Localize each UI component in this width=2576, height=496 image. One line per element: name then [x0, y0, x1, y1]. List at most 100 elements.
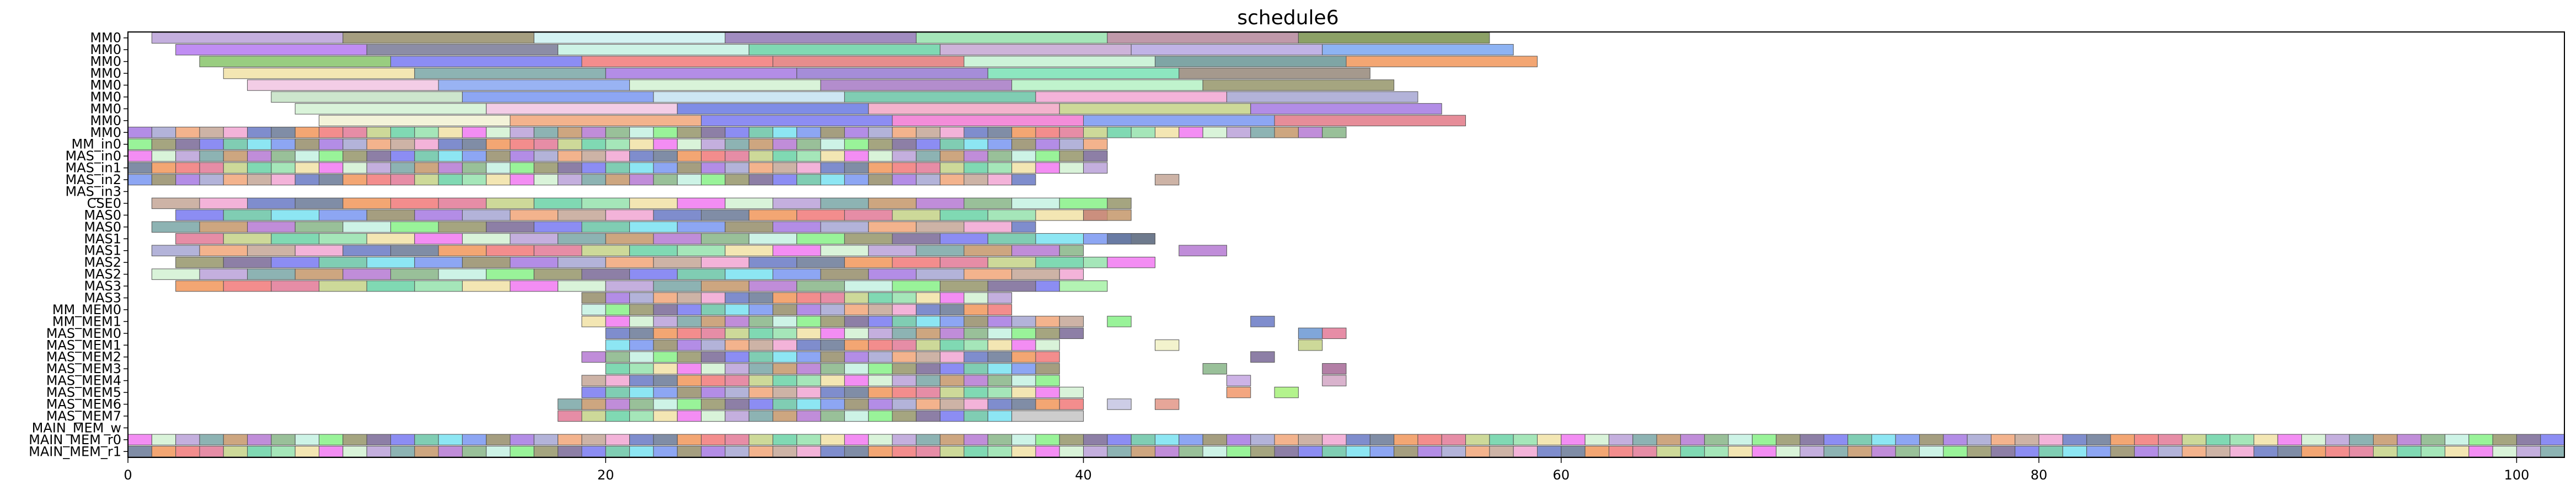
gantt-bar — [581, 268, 630, 280]
gantt-bar — [1011, 316, 1036, 327]
gantt-bar — [462, 233, 511, 245]
gantt-bar — [1059, 127, 1084, 138]
gantt-bar — [558, 280, 606, 292]
gantt-bar — [247, 268, 296, 280]
gantt-bar — [199, 245, 248, 256]
gantt-bar — [629, 351, 654, 363]
gantt-bar — [987, 410, 1013, 422]
gantt-bar — [1083, 162, 1108, 174]
gantt-bar — [987, 292, 1013, 304]
gantt-bar — [940, 162, 965, 174]
y-tick-label: MAS1 — [84, 243, 121, 258]
gantt-bar — [1776, 434, 1801, 446]
gantt-bar — [653, 174, 678, 186]
gantt-bar — [653, 292, 678, 304]
gantt-bar — [963, 304, 988, 316]
gantt-bar — [342, 150, 367, 162]
gantt-bar — [1919, 434, 1944, 446]
gantt-bar — [629, 446, 654, 457]
gantt-bar — [1154, 398, 1180, 410]
gantt-bar — [1656, 446, 1681, 457]
gantt-bar — [558, 138, 582, 150]
gantt-bar — [414, 209, 463, 221]
gantt-bar — [772, 150, 797, 162]
y-tick-label: MM0 — [90, 101, 121, 116]
gantt-bar — [486, 446, 511, 457]
gantt-bar — [748, 256, 797, 268]
gantt-bar — [892, 174, 917, 186]
gantt-bar — [892, 304, 917, 316]
gantt-bar — [940, 138, 965, 150]
gantt-bar — [1322, 434, 1347, 446]
gantt-bar — [1011, 434, 1036, 446]
gantt-bar — [725, 268, 773, 280]
gantt-bar — [558, 127, 582, 138]
gantt-bar — [271, 280, 320, 292]
gantt-bar — [438, 138, 463, 150]
gantt-bar — [653, 339, 678, 351]
gantt-bar — [772, 162, 797, 174]
gantt-bar — [701, 115, 893, 127]
gantt-bar — [342, 245, 391, 256]
gantt-bar — [701, 327, 726, 339]
y-tick-label: MAS2 — [84, 267, 121, 282]
gantt-bar — [1011, 268, 1060, 280]
gantt-bar — [199, 162, 224, 174]
gantt-bar — [653, 91, 845, 103]
gantt-bar — [677, 446, 702, 457]
gantt-bar — [915, 221, 965, 233]
gantt-bar — [1059, 327, 1084, 339]
gantt-bar — [175, 446, 200, 457]
gantt-bar — [915, 127, 941, 138]
gantt-bar — [1035, 363, 1060, 375]
gantt-bar — [1011, 386, 1036, 398]
gantt-bar — [963, 363, 988, 375]
gantt-bar — [987, 363, 1013, 375]
gantt-bar — [1322, 363, 1347, 375]
gantt-bar — [940, 446, 965, 457]
gantt-bar — [558, 256, 606, 268]
y-tick-label: MAS_MEM5 — [46, 385, 121, 400]
gantt-bar — [940, 398, 965, 410]
gantt-bar — [868, 292, 893, 304]
y-tick-label: MM0 — [90, 78, 121, 93]
gantt-bar — [629, 79, 821, 91]
gantt-bar — [175, 174, 200, 186]
gantt-bar — [605, 351, 630, 363]
gantt-bar — [940, 280, 988, 292]
gantt-bar — [1298, 32, 1490, 44]
gantt-bar — [940, 316, 965, 327]
gantt-bar — [462, 280, 511, 292]
gantt-bar — [1298, 434, 1323, 446]
gantt-bar — [510, 127, 534, 138]
gantt-bar — [462, 91, 654, 103]
gantt-bar — [844, 410, 869, 422]
gantt-bar — [1059, 316, 1084, 327]
y-tick-label: MAS_in2 — [65, 172, 121, 187]
gantt-bar — [1298, 327, 1323, 339]
gantt-bar — [748, 398, 773, 410]
gantt-bar — [605, 256, 654, 268]
gantt-bar — [223, 67, 415, 79]
gantt-bar — [605, 386, 630, 398]
gantt-bar — [1011, 327, 1036, 339]
y-tick-label: MAS_in3 — [65, 184, 121, 200]
y-tick-label: MAIN_MEM_r0 — [29, 432, 121, 448]
y-tick-label: MAS2 — [84, 255, 121, 270]
gantt-bar — [772, 174, 797, 186]
gantt-bar — [844, 256, 893, 268]
gantt-bar — [533, 174, 559, 186]
gantt-bar — [390, 197, 439, 209]
gantt-bar — [963, 375, 988, 386]
gantt-bar — [2086, 434, 2111, 446]
gantt-bar — [940, 256, 988, 268]
gantt-bar — [1059, 138, 1084, 150]
gantt-bar — [151, 221, 200, 233]
gantt-bar — [844, 339, 869, 351]
gantt-bar — [581, 351, 606, 363]
gantt-bar — [1250, 434, 1275, 446]
gantt-bar — [390, 127, 415, 138]
gantt-bar — [677, 174, 702, 186]
gantt-bar — [677, 127, 702, 138]
gantt-bar — [1083, 115, 1275, 127]
